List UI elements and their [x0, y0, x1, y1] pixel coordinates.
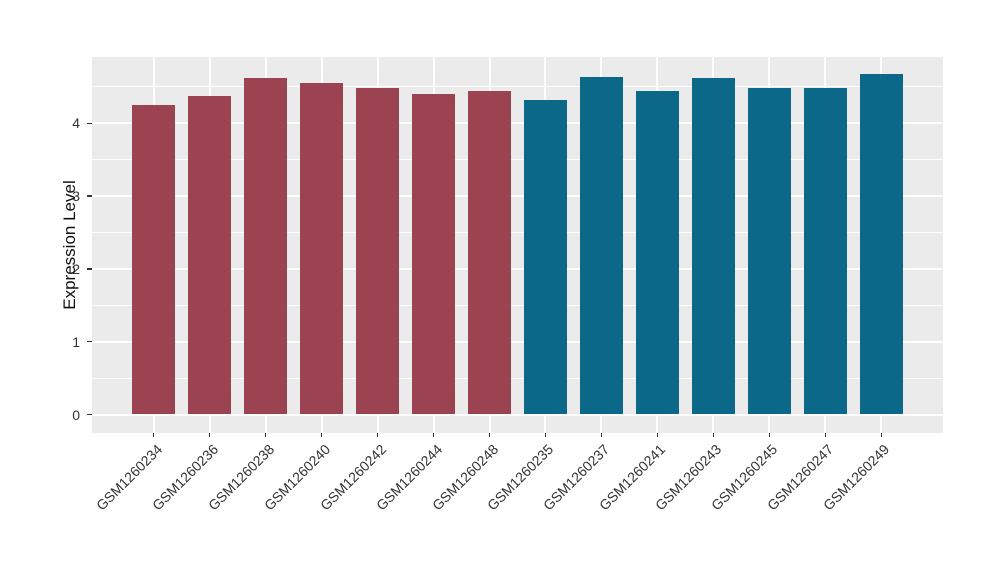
y-tick-mark: [87, 268, 92, 270]
x-tick-mark: [600, 433, 603, 437]
x-tick-label: GSM1260243: [652, 441, 725, 514]
x-tick-label: GSM1260236: [148, 441, 221, 514]
x-tick-mark: [768, 433, 771, 437]
y-tick-mark: [87, 413, 92, 416]
y-tick-mark: [87, 122, 92, 125]
x-tick-mark: [712, 433, 715, 437]
x-tick-label: GSM1260248: [428, 441, 501, 514]
x-tick-mark: [376, 433, 379, 437]
x-tick-mark: [880, 433, 883, 437]
x-tick-label: GSM1260245: [708, 441, 781, 514]
plot-panel: [92, 57, 943, 433]
y-tick-label: 1: [72, 333, 80, 350]
x-tick-label: GSM1260249: [820, 441, 893, 514]
y-tick-mark: [87, 195, 92, 197]
bar-GSM1260237: [580, 76, 623, 415]
bar-GSM1260238: [244, 78, 287, 415]
minor-gridline: [92, 377, 943, 379]
x-tick-mark: [544, 433, 547, 437]
bar-GSM1260235: [524, 100, 567, 415]
bar-GSM1260247: [804, 88, 847, 415]
x-tick-label: GSM1260235: [484, 441, 557, 514]
x-tick-mark: [264, 433, 267, 437]
major-gridline: [92, 267, 943, 270]
x-tick-mark: [656, 433, 659, 437]
y-tick-mark: [87, 340, 92, 343]
bar-GSM1260248: [468, 90, 511, 415]
y-axis-title: Expression Level: [60, 180, 79, 310]
minor-gridline: [92, 232, 943, 233]
x-tick-mark: [208, 433, 211, 437]
major-gridline: [92, 195, 943, 198]
bar-GSM1260236: [188, 95, 231, 415]
minor-gridline: [92, 86, 943, 88]
y-tick-label: 0: [72, 406, 80, 423]
x-tick-label: GSM1260242: [316, 441, 389, 514]
y-tick-label: 4: [72, 115, 80, 132]
bar-GSM1260243: [692, 78, 735, 415]
x-tick-mark: [824, 433, 827, 437]
minor-gridline: [92, 304, 943, 306]
x-tick-label: GSM1260240: [260, 441, 333, 514]
x-tick-mark: [152, 433, 155, 437]
x-tick-label: GSM1260241: [596, 441, 669, 514]
bar-GSM1260242: [356, 88, 399, 415]
x-tick-mark: [432, 433, 435, 437]
bar-GSM1260240: [300, 82, 343, 415]
x-tick-label: GSM1260234: [92, 441, 165, 514]
bar-GSM1260234: [132, 105, 175, 415]
y-tick-label: 2: [72, 260, 80, 277]
bar-GSM1260244: [412, 94, 455, 415]
bar-GSM1260249: [860, 73, 903, 415]
bar-GSM1260241: [636, 90, 679, 415]
major-gridline: [92, 122, 943, 125]
x-tick-label: GSM1260237: [540, 441, 613, 514]
y-tick-label: 3: [72, 188, 80, 205]
major-gridline: [92, 413, 943, 416]
x-tick-mark: [320, 433, 323, 437]
x-tick-label: GSM1260238: [204, 441, 277, 514]
x-tick-label: GSM1260244: [372, 441, 445, 514]
minor-gridline: [92, 159, 943, 161]
x-tick-mark: [488, 433, 491, 437]
x-tick-label: GSM1260247: [764, 441, 837, 514]
major-gridline: [92, 340, 943, 343]
bar-GSM1260245: [748, 87, 791, 415]
